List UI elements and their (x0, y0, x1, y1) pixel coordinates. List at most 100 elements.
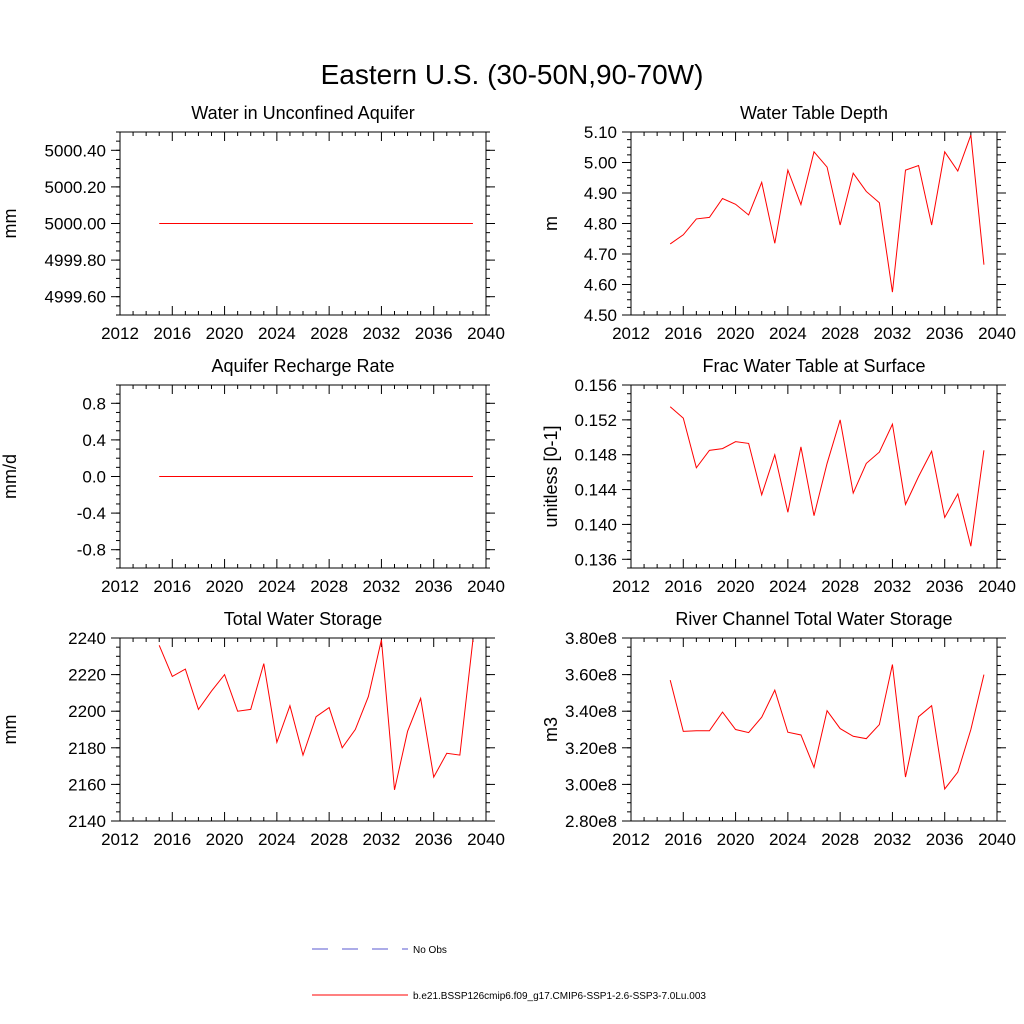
panel-title: Frac Water Table at Surface (702, 356, 925, 376)
x-tick-label: 2032 (874, 830, 912, 849)
y-tick-label: 4999.60 (45, 288, 106, 307)
y-tick-label: 4.90 (584, 184, 617, 203)
y-tick-label: 3.00e8 (565, 775, 617, 794)
panel-frac-water-table: Frac Water Table at Surface unitless [0-1… (541, 356, 1016, 596)
x-tick-label: 2032 (874, 324, 912, 343)
panel-total-water-storage: Total Water Storage mm 2012 2016 2020 2024 202… (0, 609, 505, 849)
y-axis-label: unitless [0-1] (541, 425, 561, 527)
legend-label-model: b.e21.BSSP126cmip6.f09_g17.CMIP6-SSP1-2.… (413, 991, 706, 1002)
x-tick-label: 2028 (821, 830, 859, 849)
x-tick-label: 2032 (363, 830, 401, 849)
panel-title: Aquifer Recharge Rate (211, 356, 394, 376)
y-tick-label: -0.8 (77, 541, 106, 560)
y-tick-label: 3.20e8 (565, 739, 617, 758)
x-tick-label: 2024 (769, 577, 807, 596)
y-tick-label: 5000.20 (45, 178, 106, 197)
y-tick-label: 5000.00 (45, 215, 106, 234)
y-tick-label: 2160 (68, 775, 106, 794)
panel-title: River Channel Total Water Storage (675, 609, 952, 629)
x-tick-label: 2012 (612, 324, 650, 343)
y-tick-label: 5.00 (584, 154, 617, 173)
x-tick-label: 2012 (101, 830, 139, 849)
y-axis-label: mm (0, 715, 20, 745)
series-line (669, 664, 985, 791)
x-tick-label: 2020 (717, 324, 755, 343)
y-tick-label: 2.80e8 (565, 812, 617, 831)
x-tick-label: 2012 (101, 324, 139, 343)
y-tick-label: 2140 (68, 812, 106, 831)
x-tick-label: 2016 (664, 324, 702, 343)
x-tick-label: 2040 (978, 577, 1016, 596)
y-axis-label: mm (0, 209, 20, 239)
x-tick-label: 2024 (258, 577, 296, 596)
x-tick-label: 2020 (717, 577, 755, 596)
y-tick-label: 2200 (68, 702, 106, 721)
panel-aquifer-water: Water in Unconfined Aquifer mm 2012 2016 202… (0, 103, 505, 343)
panel-recharge-rate: Aquifer Recharge Rate mm/d 2012 2016 2020 202… (0, 356, 505, 596)
legend-label-no-obs: No Obs (413, 945, 447, 956)
x-tick-label: 2028 (310, 324, 348, 343)
y-tick-label: 5.10 (584, 123, 617, 142)
y-tick-label: 0.144 (574, 481, 617, 500)
panels: Water in Unconfined Aquifer mm 2012 2016 202… (0, 103, 1016, 849)
x-tick-label: 2020 (206, 830, 244, 849)
y-tick-label: -0.4 (77, 504, 106, 523)
x-tick-label: 2024 (258, 324, 296, 343)
y-tick-label: 0.4 (82, 431, 106, 450)
x-tick-label: 2040 (467, 324, 505, 343)
panel-title: Water Table Depth (740, 103, 888, 123)
x-tick-label: 2032 (874, 577, 912, 596)
x-tick-label: 2012 (612, 830, 650, 849)
x-tick-label: 2036 (415, 830, 453, 849)
x-tick-label: 2028 (310, 577, 348, 596)
plot-frame (119, 637, 487, 822)
y-tick-label: 0.140 (574, 515, 617, 534)
x-tick-label: 2020 (717, 830, 755, 849)
y-tick-label: 4.70 (584, 245, 617, 264)
plot-frame (119, 384, 487, 569)
x-tick-label: 2016 (153, 577, 191, 596)
x-tick-label: 2040 (978, 830, 1016, 849)
y-tick-label: 2240 (68, 629, 106, 648)
y-tick-label: 4.60 (584, 276, 617, 295)
y-axis-label: m3 (541, 717, 561, 742)
x-tick-label: 2016 (153, 324, 191, 343)
x-tick-label: 2024 (258, 830, 296, 849)
x-tick-label: 2020 (206, 324, 244, 343)
x-tick-label: 2032 (363, 324, 401, 343)
x-tick-label: 2036 (926, 577, 964, 596)
x-tick-label: 2028 (821, 324, 859, 343)
y-tick-label: 0.156 (574, 376, 617, 395)
y-tick-label: 4.50 (584, 306, 617, 325)
x-tick-label: 2032 (363, 577, 401, 596)
x-tick-label: 2012 (101, 577, 139, 596)
x-tick-label: 2020 (206, 577, 244, 596)
plot-frame (630, 131, 998, 316)
figure-title: Eastern U.S. (30-50N,90-70W) (321, 59, 704, 90)
x-tick-label: 2040 (467, 830, 505, 849)
x-tick-label: 2036 (926, 324, 964, 343)
x-tick-label: 2024 (769, 830, 807, 849)
x-tick-label: 2036 (415, 577, 453, 596)
y-tick-label: 0.8 (82, 394, 106, 413)
y-tick-label: 0.148 (574, 446, 617, 465)
legend: No Obs b.e21.BSSP126cmip6.f09_g17.CMIP6-… (312, 945, 706, 1002)
x-tick-label: 2016 (664, 577, 702, 596)
y-axis-label: m (541, 216, 561, 231)
y-tick-label: 3.40e8 (565, 702, 617, 721)
panel-title: Water in Unconfined Aquifer (191, 103, 414, 123)
series-line (669, 406, 985, 547)
y-tick-label: 0.0 (82, 468, 106, 487)
series-line (158, 639, 474, 790)
panel-water-table-depth: Water Table Depth m 2012 2016 2020 2024 2028 20… (541, 103, 1016, 343)
plot-frame (630, 637, 998, 822)
x-tick-label: 2036 (926, 830, 964, 849)
y-axis-label: mm/d (0, 454, 20, 499)
x-tick-label: 2028 (310, 830, 348, 849)
x-tick-label: 2036 (415, 324, 453, 343)
y-tick-label: 4999.80 (45, 251, 106, 270)
y-tick-label: 0.152 (574, 411, 617, 430)
y-tick-label: 4.80 (584, 215, 617, 234)
